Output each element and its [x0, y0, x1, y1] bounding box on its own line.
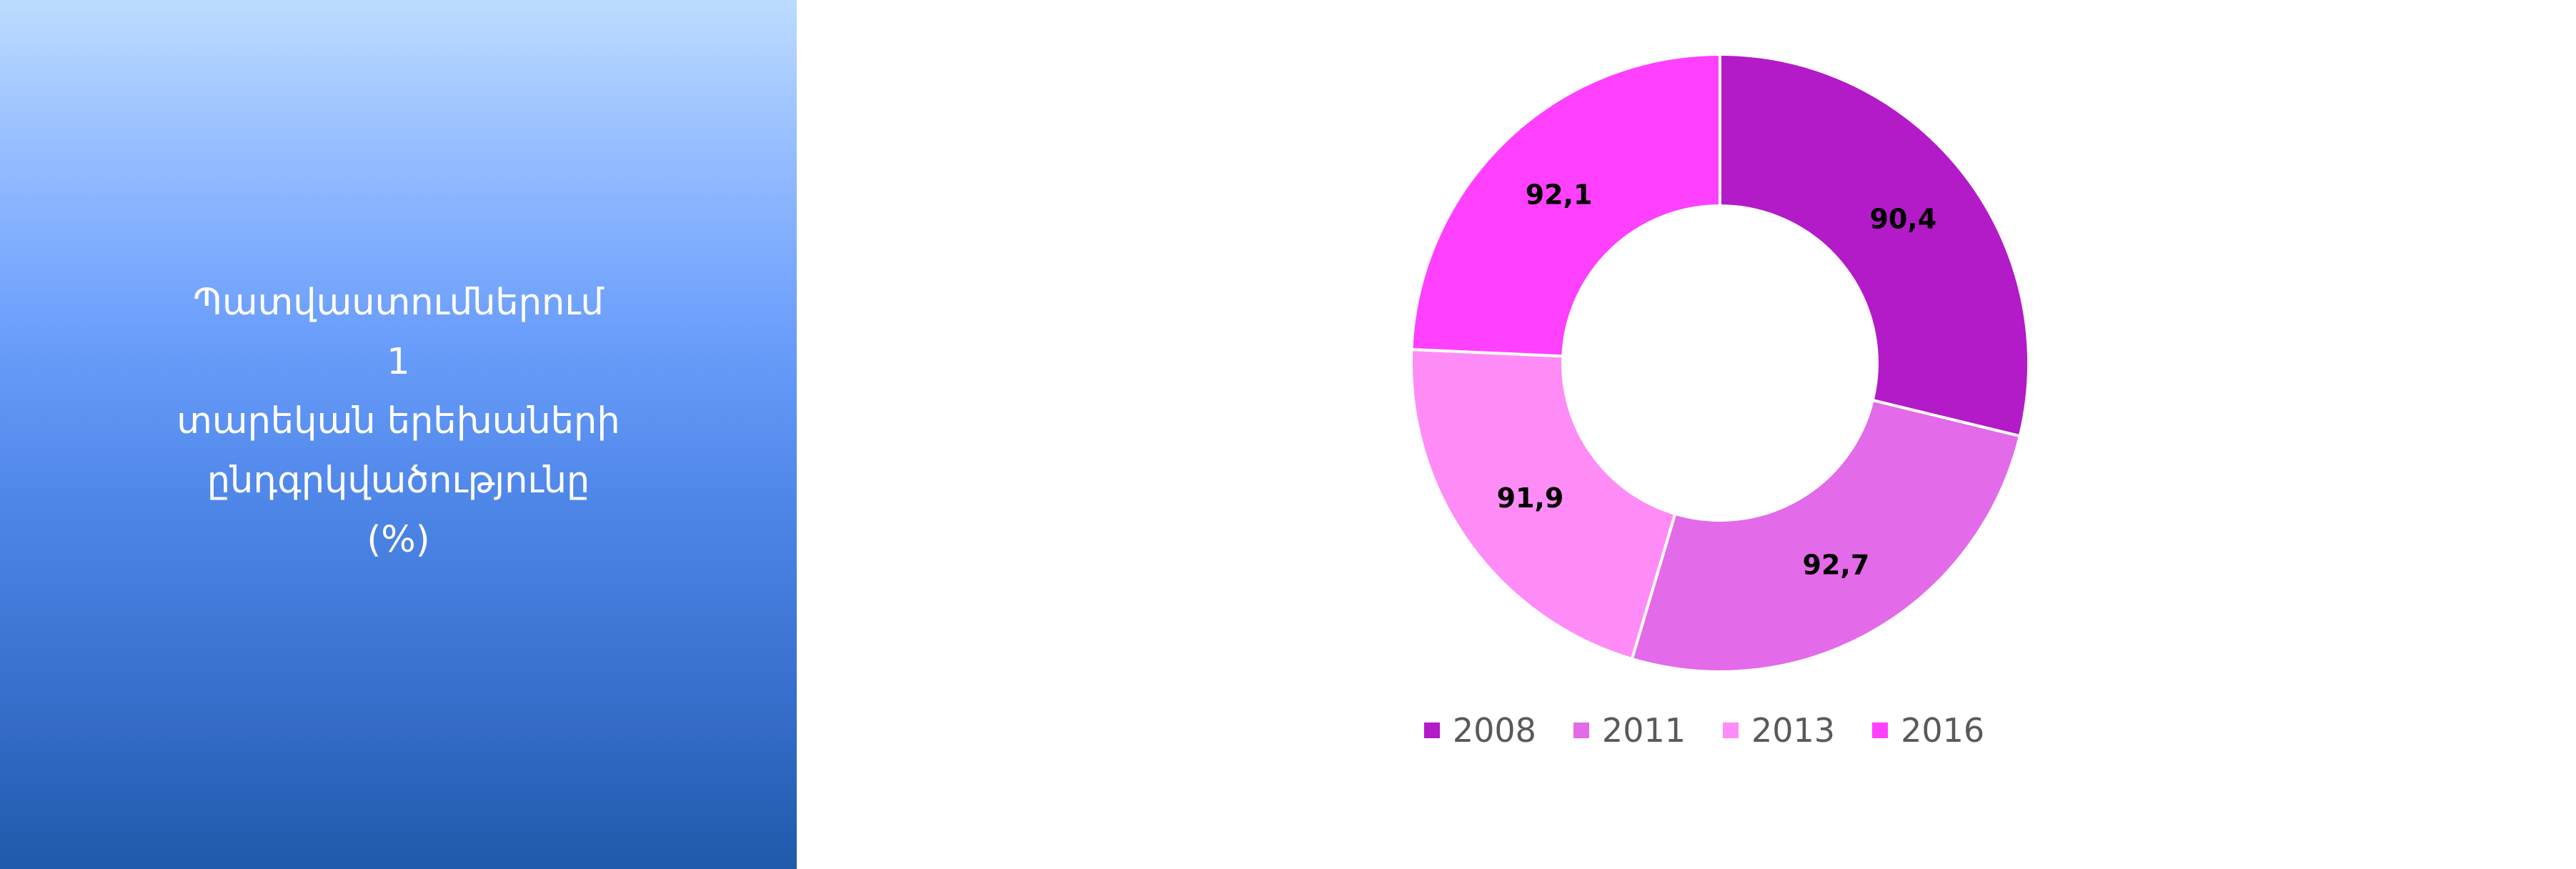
legend: 2008 2011 2013 2016 [797, 711, 2576, 750]
slice-2016 [1410, 52, 1721, 358]
legend-item-2008: 2008 [1423, 711, 1536, 750]
title-line: Պատվաստումներում [193, 281, 604, 324]
slice-2008 [1719, 52, 2030, 438]
legend-swatch [1423, 722, 1440, 738]
donut-chart: 90,4 92,7 91,9 92,1 [1410, 52, 2030, 673]
legend-label: 2011 [1601, 711, 1686, 750]
legend-swatch [1723, 722, 1739, 738]
title-panel: Պատվաստումներում 1 տարեկան երեխաների ընդ… [0, 0, 797, 869]
data-label-2013: 91,9 [1497, 482, 1564, 514]
chart-title: Պատվաստումներում 1 տարեկան երեխաների ընդ… [41, 273, 756, 570]
data-label-2011: 92,7 [1803, 550, 1870, 581]
legend-label: 2008 [1452, 711, 1536, 750]
legend-swatch [1573, 722, 1589, 738]
title-line: (%) [367, 518, 430, 561]
legend-item-2013: 2013 [1723, 711, 1835, 750]
title-line: ընդգրկվածությունը [207, 459, 590, 502]
legend-item-2011: 2011 [1573, 711, 1686, 750]
legend-swatch [1872, 722, 1889, 738]
slice-2013 [1410, 347, 1677, 661]
data-label-2016: 92,1 [1526, 179, 1593, 210]
legend-item-2016: 2016 [1872, 711, 1984, 750]
legend-label: 2013 [1751, 711, 1836, 750]
slice-2011 [1630, 398, 2022, 673]
donut-slices [1410, 52, 2030, 673]
title-line: 1 [387, 340, 410, 383]
legend-label: 2016 [1901, 711, 1985, 750]
chart-area: 90,4 92,7 91,9 92,1 2008 2011 2013 2016 [797, 0, 2576, 869]
slice-labels: 90,4 92,7 91,9 92,1 [1497, 179, 1937, 580]
title-line: տարեկան երեխաների [176, 399, 620, 442]
data-label-2008: 90,4 [1869, 204, 1936, 235]
